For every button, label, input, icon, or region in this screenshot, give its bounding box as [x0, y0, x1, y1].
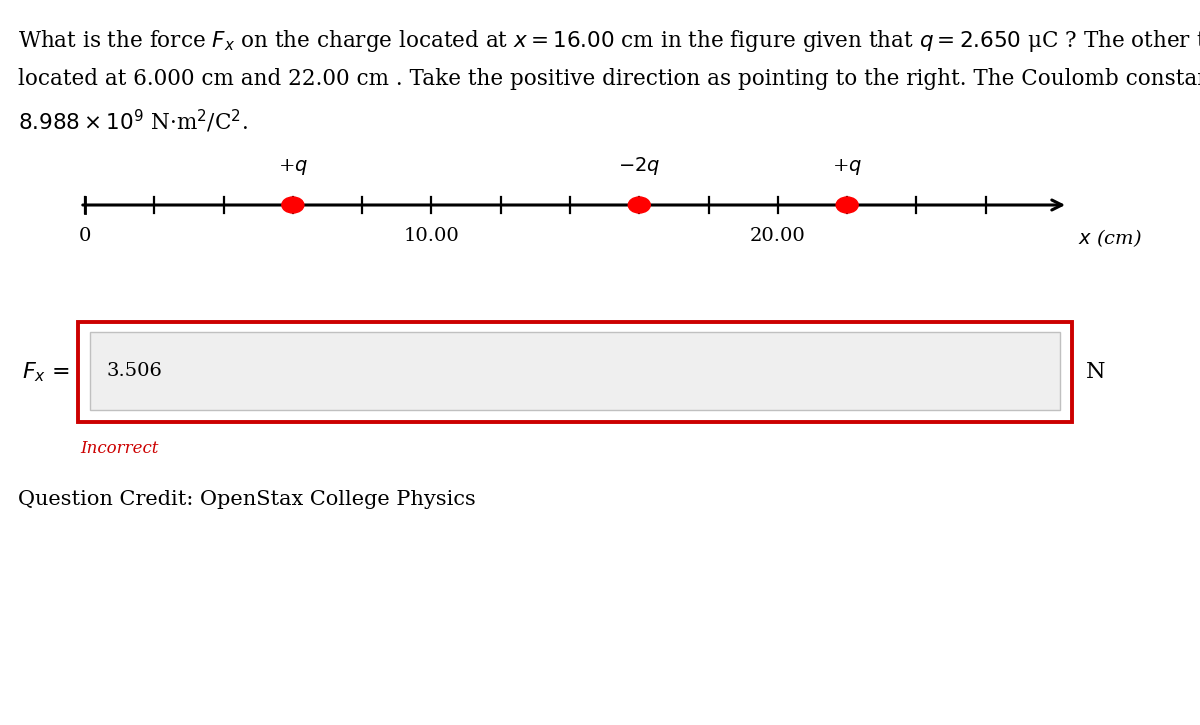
Ellipse shape: [836, 197, 858, 213]
FancyBboxPatch shape: [90, 332, 1060, 410]
Text: +$q$: +$q$: [832, 157, 862, 177]
Text: N: N: [1086, 361, 1105, 383]
Text: $F_x$ =: $F_x$ =: [22, 360, 70, 384]
Text: Incorrect: Incorrect: [80, 440, 158, 457]
Text: $8.988 \times 10^9$ N·m$^2$/C$^2$.: $8.988 \times 10^9$ N·m$^2$/C$^2$.: [18, 108, 247, 135]
Text: What is the force $F_x$ on the charge located at $x = 16.00$ cm in the figure gi: What is the force $F_x$ on the charge lo…: [18, 28, 1200, 54]
Text: 0: 0: [79, 227, 91, 245]
Ellipse shape: [282, 197, 304, 213]
Text: 20.00: 20.00: [750, 227, 805, 245]
Text: Question Credit: OpenStax College Physics: Question Credit: OpenStax College Physic…: [18, 490, 475, 509]
Text: $x$ (cm): $x$ (cm): [1078, 227, 1142, 249]
Text: located at 6.000 cm and 22.00 cm . Take the positive direction as pointing to th: located at 6.000 cm and 22.00 cm . Take …: [18, 68, 1200, 90]
Text: 10.00: 10.00: [403, 227, 460, 245]
Text: +$q$: +$q$: [278, 157, 308, 177]
Text: $-2q$: $-2q$: [618, 155, 660, 177]
Ellipse shape: [629, 197, 650, 213]
FancyBboxPatch shape: [78, 322, 1072, 422]
Text: 3.506: 3.506: [106, 362, 162, 380]
